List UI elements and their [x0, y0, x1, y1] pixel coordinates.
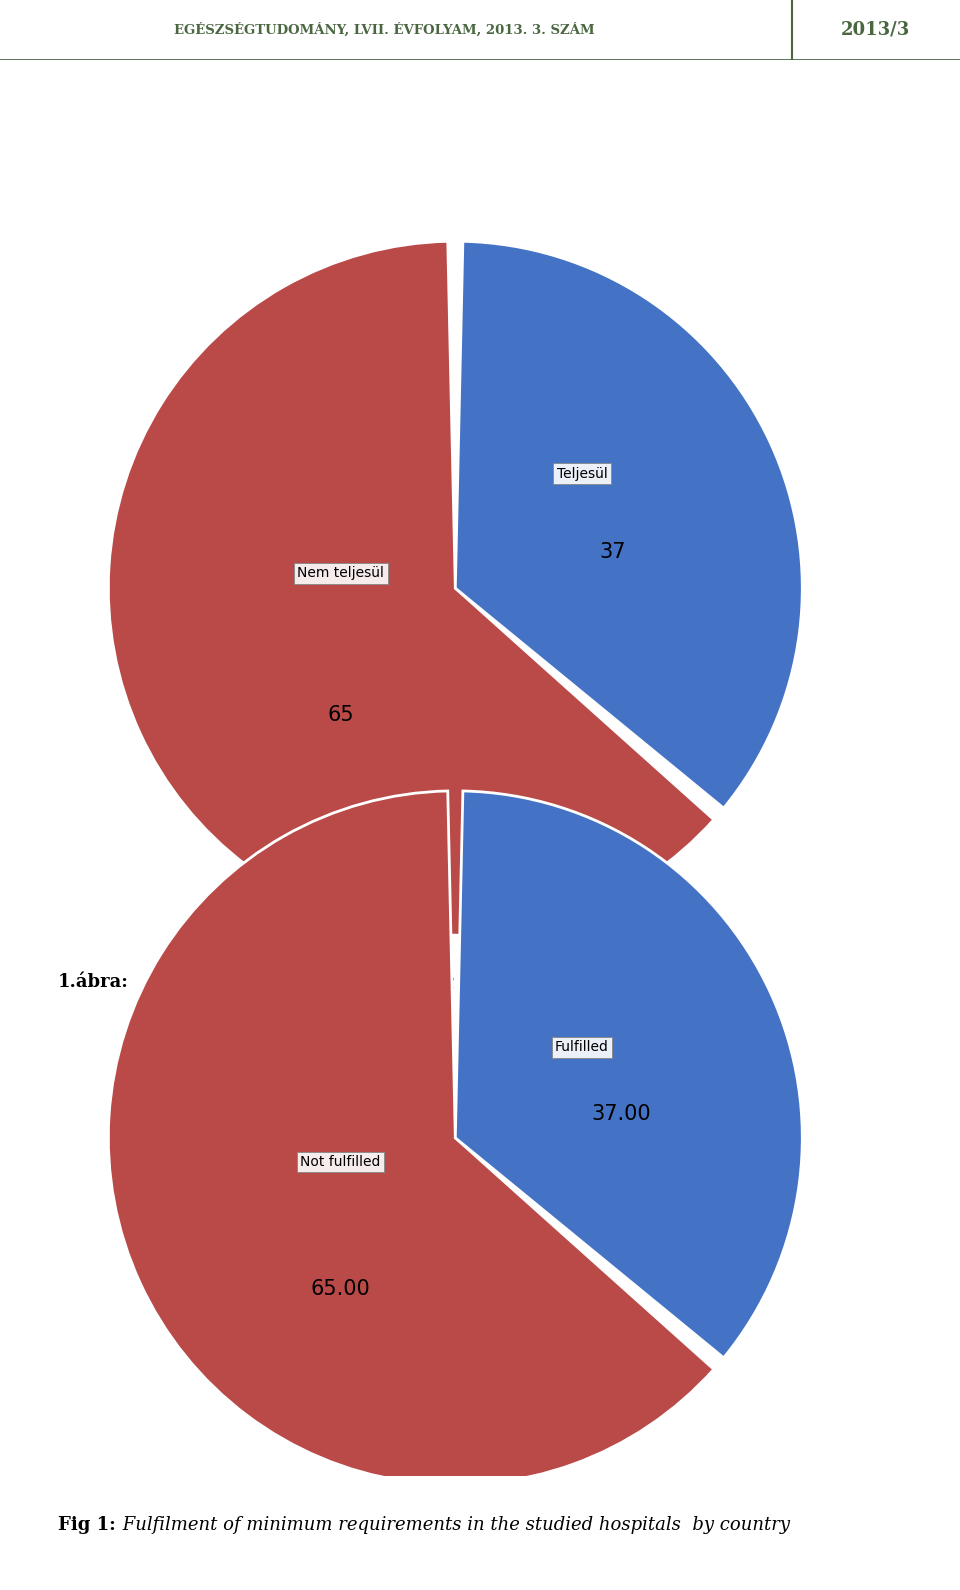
- Text: A minimumfeltételek teljesülése a vizsgált kórházaknál: A minimumfeltételek teljesülése a vizsgá…: [139, 971, 648, 992]
- Text: 37: 37: [599, 542, 626, 561]
- Text: Fig 1:: Fig 1:: [58, 1515, 115, 1534]
- Text: Not fulfilled: Not fulfilled: [300, 1154, 381, 1169]
- Text: EGÉSZSÉGTUDOMÁNY, LVII. ÉVFOLYAM, 2013. 3. SZÁM: EGÉSZSÉGTUDOMÁNY, LVII. ÉVFOLYAM, 2013. …: [174, 22, 594, 37]
- Text: Nem teljesül: Nem teljesül: [298, 566, 384, 580]
- Text: 65.00: 65.00: [311, 1278, 371, 1299]
- Text: 65: 65: [327, 704, 354, 725]
- Text: Teljesül: Teljesül: [557, 466, 608, 480]
- Text: 37.00: 37.00: [591, 1103, 651, 1124]
- Text: 1.ábra:: 1.ábra:: [58, 973, 129, 991]
- Text: Fulfilled: Fulfilled: [555, 1040, 609, 1054]
- Wedge shape: [108, 790, 714, 1485]
- Text: 2013/3: 2013/3: [841, 21, 910, 38]
- Text: Fulfilment of minimum requirements in the studied hospitals  by country: Fulfilment of minimum requirements in th…: [117, 1515, 790, 1534]
- Wedge shape: [108, 242, 714, 935]
- Wedge shape: [455, 790, 803, 1358]
- Wedge shape: [455, 242, 803, 808]
